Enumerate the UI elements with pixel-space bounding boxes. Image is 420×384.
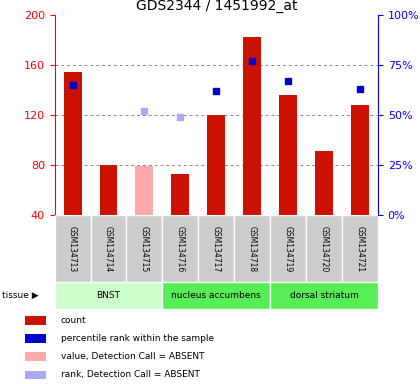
- Bar: [24, 371, 46, 379]
- Bar: [24, 334, 46, 343]
- Text: GSM134719: GSM134719: [284, 225, 293, 272]
- Bar: [279, 95, 297, 215]
- Bar: [24, 352, 46, 361]
- Bar: [243, 36, 261, 215]
- Bar: [342, 215, 378, 282]
- Text: GSM134715: GSM134715: [140, 225, 149, 272]
- Bar: [171, 174, 189, 215]
- Text: GSM134713: GSM134713: [68, 225, 77, 272]
- Bar: [270, 215, 306, 282]
- Bar: [63, 71, 81, 215]
- Text: GSM134717: GSM134717: [212, 225, 221, 272]
- Bar: [306, 215, 342, 282]
- Bar: [55, 215, 91, 282]
- Text: GSM134716: GSM134716: [176, 225, 185, 272]
- Bar: [315, 151, 333, 215]
- Bar: [100, 165, 118, 215]
- Text: GSM134720: GSM134720: [320, 225, 328, 272]
- Bar: [135, 166, 153, 215]
- Text: rank, Detection Call = ABSENT: rank, Detection Call = ABSENT: [61, 371, 200, 379]
- Text: BNST: BNST: [97, 291, 121, 300]
- Text: tissue ▶: tissue ▶: [2, 291, 39, 300]
- Bar: [351, 105, 369, 215]
- Text: GSM134718: GSM134718: [248, 225, 257, 272]
- Bar: [126, 215, 163, 282]
- Text: dorsal striatum: dorsal striatum: [290, 291, 359, 300]
- Bar: [207, 115, 225, 215]
- Bar: [198, 215, 234, 282]
- Text: GSM134721: GSM134721: [356, 225, 365, 272]
- Text: value, Detection Call = ABSENT: value, Detection Call = ABSENT: [61, 352, 204, 361]
- Text: count: count: [61, 316, 87, 324]
- Bar: [163, 282, 270, 309]
- Text: percentile rank within the sample: percentile rank within the sample: [61, 334, 214, 343]
- Title: GDS2344 / 1451992_at: GDS2344 / 1451992_at: [136, 0, 297, 13]
- Bar: [163, 215, 198, 282]
- Bar: [55, 282, 163, 309]
- Bar: [24, 316, 46, 324]
- Bar: [234, 215, 270, 282]
- Text: nucleus accumbens: nucleus accumbens: [171, 291, 261, 300]
- Text: GSM134714: GSM134714: [104, 225, 113, 272]
- Bar: [270, 282, 378, 309]
- Bar: [91, 215, 126, 282]
